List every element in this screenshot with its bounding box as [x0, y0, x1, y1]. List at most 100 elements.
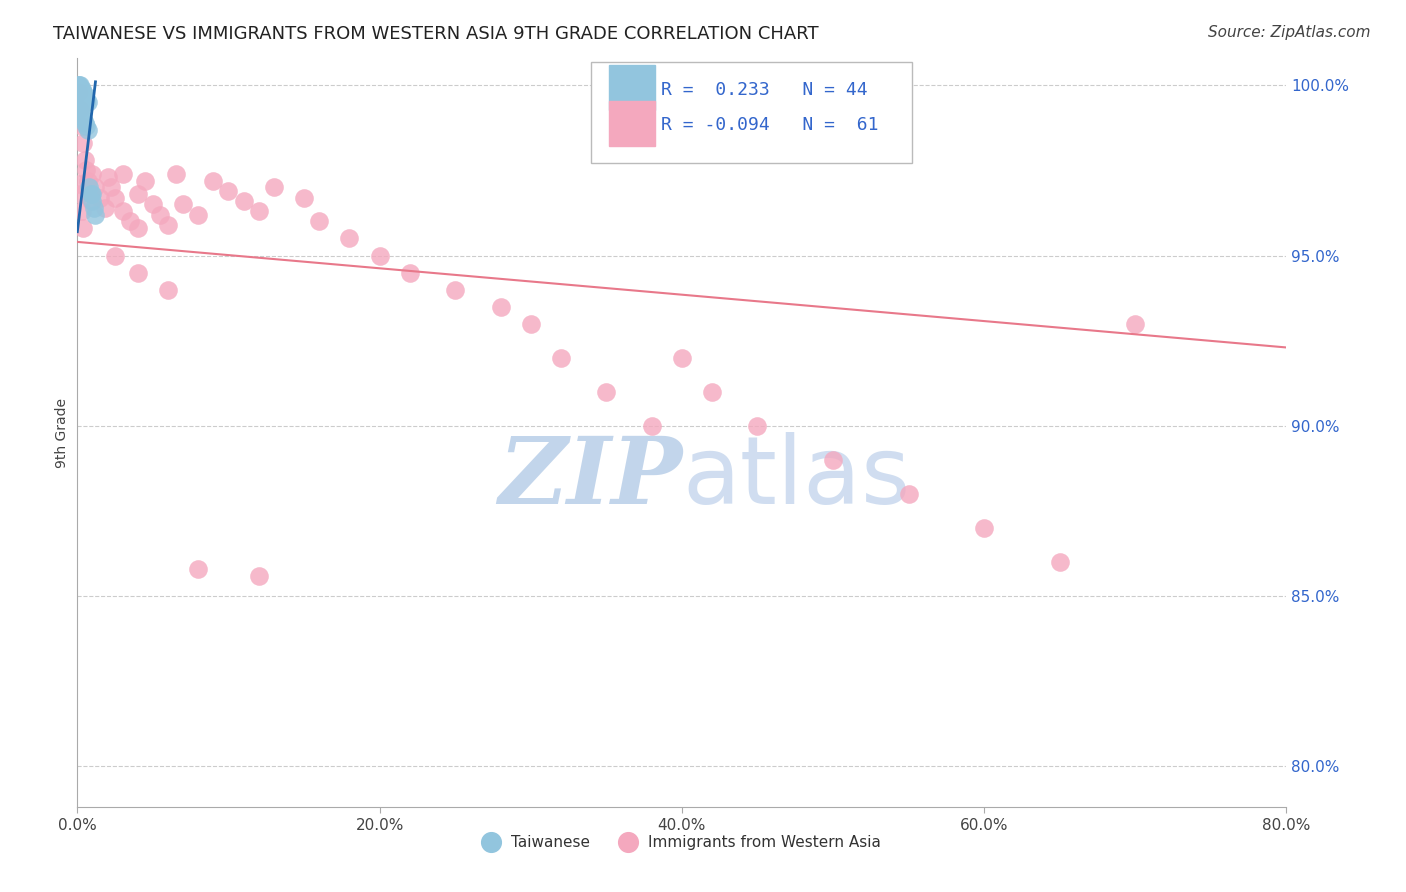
Point: [111, 167, 134, 181]
Point: [70, 85, 93, 99]
Point: [1123, 317, 1146, 331]
Point: [69, 105, 91, 120]
Point: [73, 116, 96, 130]
Point: [73, 88, 96, 103]
Point: [897, 487, 920, 501]
Point: [75, 92, 97, 106]
Legend: Taiwanese, Immigrants from Western Asia: Taiwanese, Immigrants from Western Asia: [477, 829, 887, 855]
Point: [142, 197, 165, 211]
FancyBboxPatch shape: [592, 62, 911, 163]
Point: [67, 177, 90, 191]
Point: [75, 119, 97, 133]
Point: [399, 266, 422, 280]
Point: [67, 92, 90, 106]
Point: [73, 92, 96, 106]
Point: [77, 122, 100, 136]
Point: [172, 197, 194, 211]
Point: [218, 184, 240, 198]
Point: [83, 201, 105, 215]
Point: [77, 95, 100, 110]
Point: [247, 204, 270, 219]
Point: [72, 221, 94, 235]
Point: [77, 173, 100, 187]
Text: R = -0.094   N =  61: R = -0.094 N = 61: [661, 117, 879, 135]
Point: [82, 167, 104, 181]
Point: [70, 92, 93, 106]
Point: [104, 248, 127, 262]
Point: [67, 88, 90, 103]
Point: [72, 88, 94, 103]
Point: [80, 187, 103, 202]
Point: [70, 88, 93, 103]
Point: [82, 194, 104, 208]
Point: [104, 191, 127, 205]
Point: [79, 180, 101, 194]
Point: [165, 167, 187, 181]
Point: [337, 231, 360, 245]
Point: [821, 453, 844, 467]
Point: [80, 194, 103, 208]
Point: [1049, 555, 1071, 569]
Point: [93, 201, 115, 215]
Point: [702, 384, 724, 399]
Point: [489, 300, 512, 314]
Point: [127, 221, 149, 235]
FancyBboxPatch shape: [609, 101, 655, 145]
FancyBboxPatch shape: [609, 65, 655, 111]
Point: [67, 81, 90, 95]
Text: atlas: atlas: [682, 432, 910, 524]
Point: [84, 180, 107, 194]
Point: [72, 112, 94, 127]
Point: [100, 180, 122, 194]
Point: [79, 184, 101, 198]
Point: [82, 187, 104, 202]
Point: [75, 95, 97, 110]
Point: [120, 214, 142, 228]
Point: [127, 187, 149, 202]
Point: [368, 248, 391, 262]
Point: [75, 163, 97, 178]
Point: [69, 95, 91, 110]
Point: [70, 95, 93, 110]
Point: [520, 317, 543, 331]
Point: [187, 208, 209, 222]
Point: [202, 173, 225, 187]
Point: [67, 85, 90, 99]
Point: [263, 180, 285, 194]
Point: [96, 170, 118, 185]
Point: [187, 562, 209, 576]
Point: [70, 81, 93, 95]
Point: [444, 283, 467, 297]
Point: [67, 78, 90, 93]
Point: [127, 266, 149, 280]
Point: [641, 418, 664, 433]
Point: [134, 173, 156, 187]
Point: [67, 85, 90, 99]
Point: [247, 568, 270, 582]
Text: Source: ZipAtlas.com: Source: ZipAtlas.com: [1208, 25, 1371, 40]
Point: [747, 418, 769, 433]
Point: [973, 521, 995, 535]
Point: [308, 214, 330, 228]
Point: [595, 384, 617, 399]
Point: [69, 92, 91, 106]
Point: [671, 351, 693, 365]
Point: [111, 204, 134, 219]
Point: [292, 191, 315, 205]
Point: [69, 187, 91, 202]
Point: [89, 191, 111, 205]
Point: [67, 92, 90, 106]
Text: TAIWANESE VS IMMIGRANTS FROM WESTERN ASIA 9TH GRADE CORRELATION CHART: TAIWANESE VS IMMIGRANTS FROM WESTERN ASI…: [53, 25, 820, 43]
Point: [67, 102, 90, 116]
Point: [72, 85, 94, 99]
Text: R =  0.233   N = 44: R = 0.233 N = 44: [661, 81, 868, 99]
Point: [67, 78, 90, 93]
Point: [70, 109, 93, 123]
Point: [73, 153, 96, 168]
Point: [69, 88, 91, 103]
Point: [157, 283, 180, 297]
Text: ZIP: ZIP: [498, 433, 682, 523]
Point: [157, 218, 180, 232]
Point: [69, 78, 91, 93]
Y-axis label: 9th Grade: 9th Grade: [55, 398, 69, 467]
